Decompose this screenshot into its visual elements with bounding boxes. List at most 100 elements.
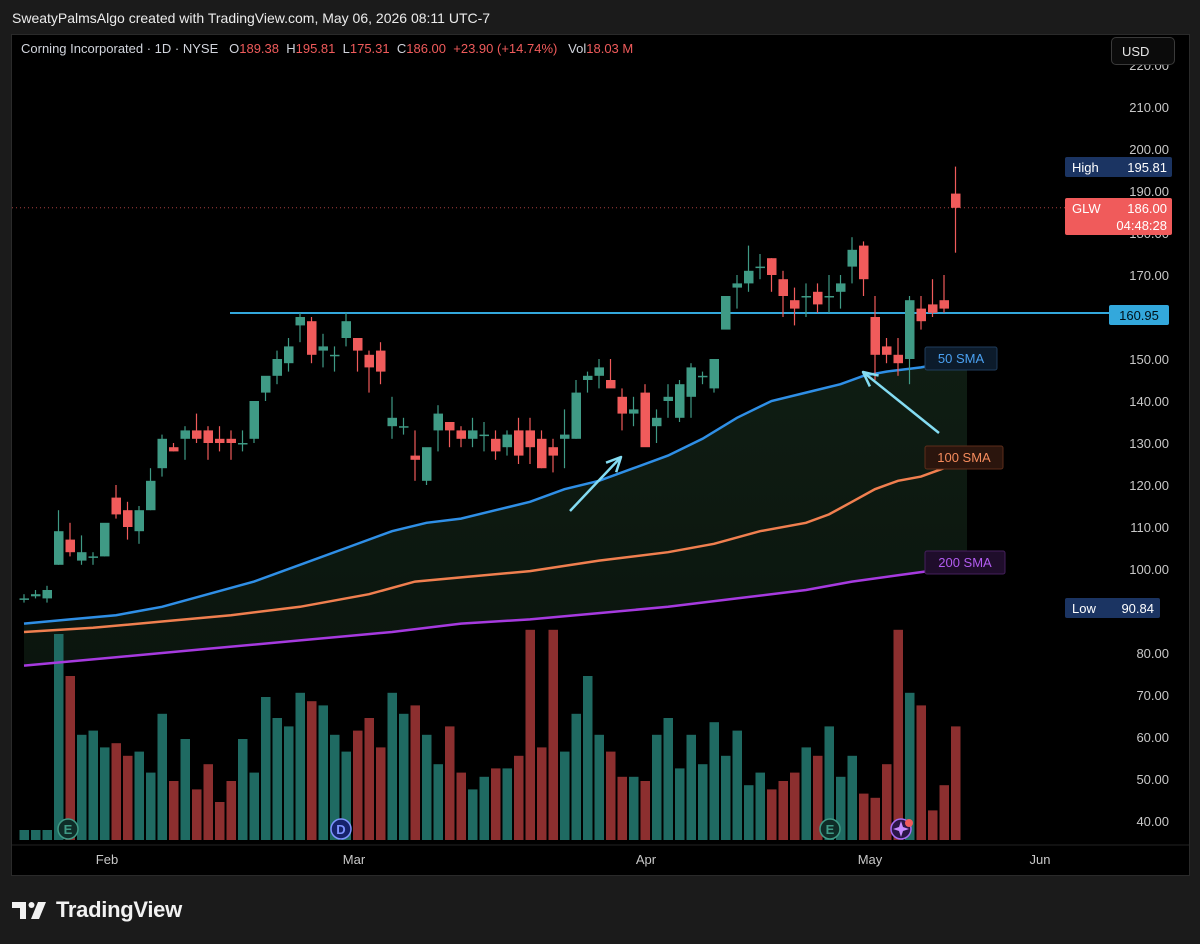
legend-high-label: H bbox=[286, 41, 296, 56]
candle[interactable] bbox=[790, 287, 800, 326]
candle[interactable] bbox=[882, 338, 892, 364]
candle[interactable] bbox=[468, 417, 478, 448]
earnings-e-icon[interactable]: E bbox=[57, 818, 79, 840]
candle[interactable] bbox=[203, 426, 214, 460]
candle[interactable] bbox=[54, 510, 64, 565]
candle[interactable] bbox=[169, 443, 179, 452]
candle[interactable] bbox=[353, 338, 363, 372]
price-chart[interactable]: E D E 40.00 50.00 60.00 70.00 80.00 100.00 110.0… bbox=[12, 35, 1189, 875]
candle[interactable] bbox=[376, 342, 386, 385]
volume-bar bbox=[617, 776, 627, 840]
volume-bar bbox=[353, 730, 363, 840]
candle[interactable] bbox=[180, 426, 191, 460]
candle[interactable] bbox=[31, 590, 41, 599]
candle[interactable] bbox=[318, 333, 329, 368]
candle[interactable] bbox=[893, 338, 904, 376]
candle[interactable] bbox=[134, 506, 145, 544]
candle[interactable] bbox=[295, 312, 306, 343]
candle[interactable] bbox=[341, 312, 352, 347]
candle[interactable] bbox=[456, 426, 467, 448]
candle[interactable] bbox=[571, 380, 582, 439]
candle[interactable] bbox=[77, 535, 87, 565]
candle[interactable] bbox=[249, 401, 260, 443]
earnings-e-icon[interactable]: E bbox=[819, 818, 841, 840]
dividend-d-icon[interactable]: D bbox=[330, 818, 352, 840]
candle[interactable] bbox=[261, 375, 271, 401]
candle[interactable] bbox=[123, 501, 133, 540]
candle[interactable] bbox=[387, 396, 398, 439]
candle[interactable] bbox=[583, 371, 593, 393]
candle[interactable] bbox=[744, 245, 754, 292]
candle[interactable] bbox=[226, 430, 237, 460]
candle[interactable] bbox=[399, 417, 409, 435]
volume-bar bbox=[410, 705, 420, 840]
candle[interactable] bbox=[801, 283, 812, 317]
volume-bar bbox=[376, 747, 386, 840]
candle[interactable] bbox=[272, 350, 283, 385]
candle[interactable] bbox=[606, 359, 616, 389]
upcoming-event-sparkle-icon[interactable] bbox=[890, 818, 913, 840]
candle[interactable] bbox=[928, 279, 938, 317]
currency-button[interactable]: USD bbox=[1111, 37, 1175, 65]
candle[interactable] bbox=[916, 296, 927, 330]
candle[interactable] bbox=[192, 413, 202, 443]
chart-frame[interactable]: E D E 40.00 50.00 60.00 70.00 80.00 100.00 110.0… bbox=[11, 34, 1190, 876]
y-axis-tick-label: 190.00 bbox=[1129, 184, 1169, 199]
candle-body bbox=[307, 321, 317, 355]
candle[interactable] bbox=[675, 380, 685, 422]
candle[interactable] bbox=[537, 430, 547, 469]
volume-bar bbox=[824, 726, 834, 840]
candle[interactable] bbox=[215, 426, 225, 452]
candle[interactable] bbox=[813, 283, 823, 313]
candle[interactable] bbox=[560, 409, 570, 469]
candle[interactable] bbox=[42, 585, 53, 603]
candle[interactable] bbox=[939, 275, 950, 313]
candle[interactable] bbox=[548, 438, 559, 473]
candle[interactable] bbox=[767, 258, 777, 292]
candle[interactable] bbox=[238, 430, 248, 452]
candle[interactable] bbox=[640, 384, 651, 448]
legend-open-label: O bbox=[229, 41, 240, 56]
candle[interactable] bbox=[525, 417, 536, 464]
candle[interactable] bbox=[330, 346, 340, 372]
candle[interactable] bbox=[111, 485, 122, 519]
candle[interactable] bbox=[652, 409, 662, 443]
candle[interactable] bbox=[19, 594, 30, 603]
candle[interactable] bbox=[433, 405, 444, 452]
candle[interactable] bbox=[951, 166, 961, 253]
candle[interactable] bbox=[698, 371, 708, 385]
candle[interactable] bbox=[479, 422, 490, 452]
candle[interactable] bbox=[686, 363, 697, 418]
candle[interactable] bbox=[514, 417, 524, 464]
candle[interactable] bbox=[721, 296, 731, 330]
candle[interactable] bbox=[410, 430, 421, 481]
volume-bar bbox=[882, 764, 892, 840]
candle[interactable] bbox=[502, 430, 513, 456]
candle[interactable] bbox=[146, 468, 156, 511]
candle[interactable] bbox=[364, 350, 375, 393]
candle[interactable] bbox=[847, 237, 858, 284]
candle[interactable] bbox=[836, 275, 846, 309]
candle[interactable] bbox=[88, 552, 99, 565]
candle[interactable] bbox=[307, 317, 317, 364]
candle[interactable] bbox=[594, 359, 605, 389]
candle[interactable] bbox=[157, 434, 168, 477]
candle[interactable] bbox=[824, 275, 835, 313]
candle[interactable] bbox=[859, 241, 869, 296]
candle[interactable] bbox=[778, 270, 789, 317]
candle[interactable] bbox=[755, 254, 766, 280]
badge-box bbox=[1065, 198, 1172, 235]
candle[interactable] bbox=[629, 396, 639, 427]
candle[interactable] bbox=[732, 275, 743, 309]
candle[interactable] bbox=[617, 388, 628, 431]
candle[interactable] bbox=[870, 296, 881, 380]
candle[interactable] bbox=[905, 296, 915, 385]
candle[interactable] bbox=[65, 522, 76, 557]
candle[interactable] bbox=[422, 447, 432, 485]
candle[interactable] bbox=[491, 430, 501, 460]
candle[interactable] bbox=[663, 384, 674, 418]
candle[interactable] bbox=[445, 422, 455, 448]
candle[interactable] bbox=[709, 359, 720, 393]
candle[interactable] bbox=[100, 522, 110, 557]
candle[interactable] bbox=[284, 338, 294, 372]
